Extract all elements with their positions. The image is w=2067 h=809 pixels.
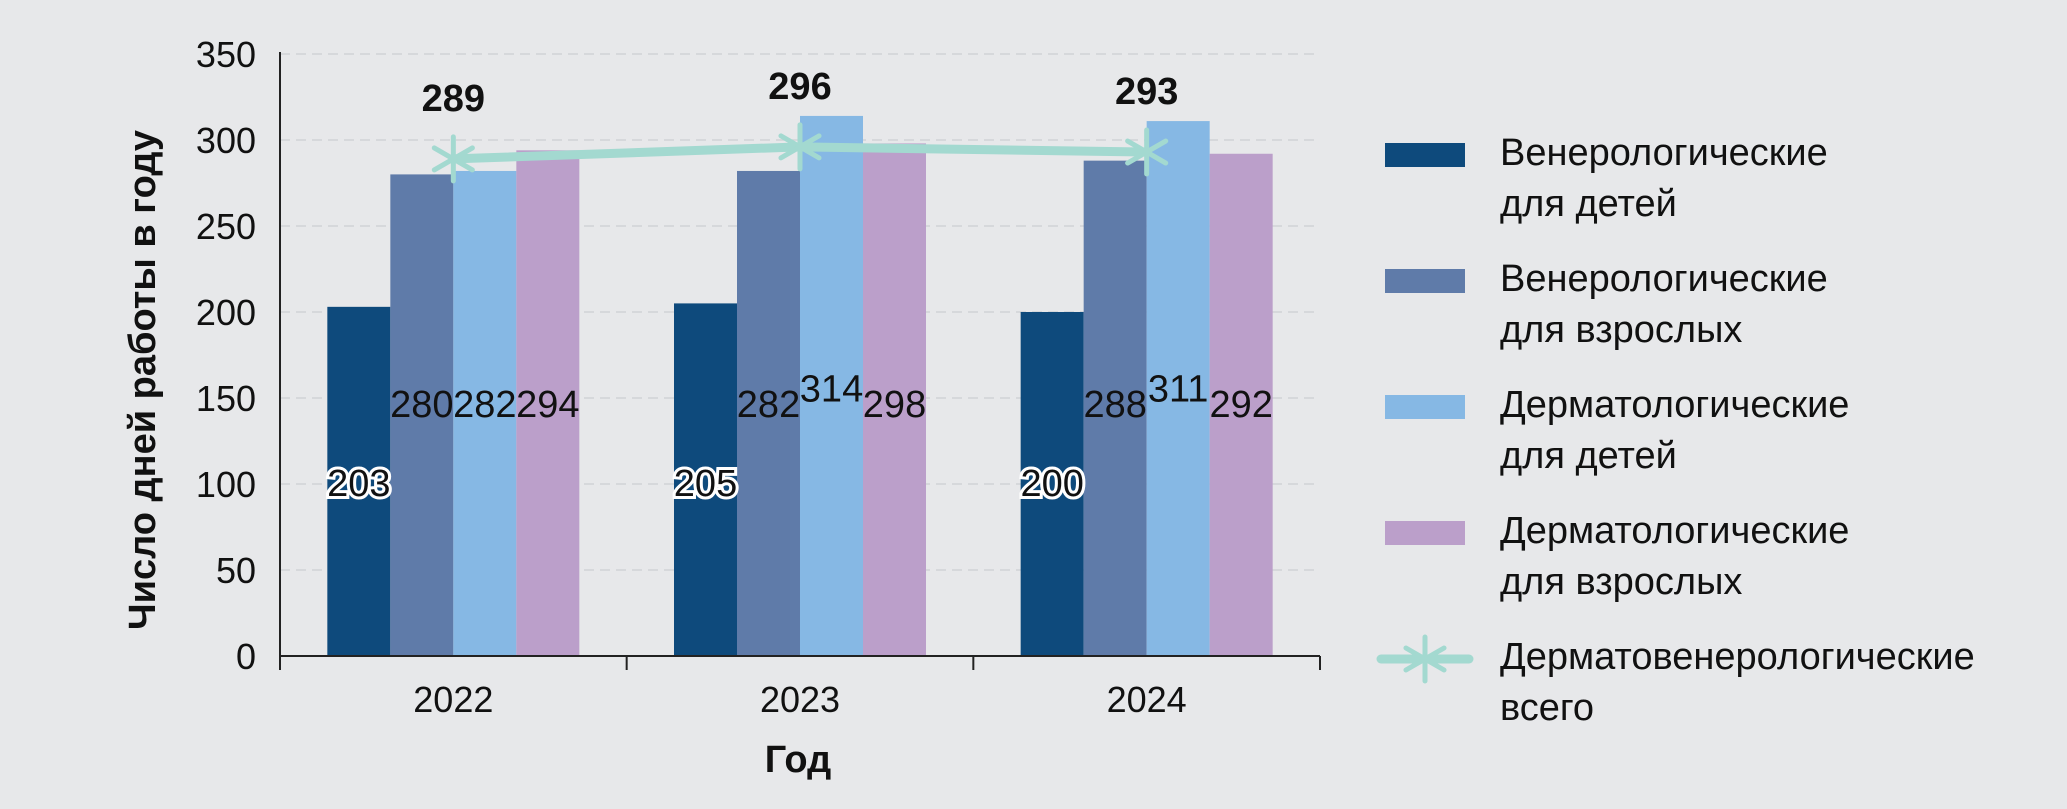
legend-swatch-1: [1385, 269, 1465, 293]
bar-value-label-1-0: 280: [390, 384, 453, 426]
bar-value-label-3-1: 298: [863, 384, 926, 426]
legend-swatch-marker: [1403, 634, 1447, 684]
total-marker-2: [1125, 127, 1169, 177]
bar-value-label-0-2: 200: [1020, 463, 1083, 505]
bar-1-2: [1083, 160, 1147, 656]
legend-label-0-1: для детей: [1500, 183, 1677, 225]
total-value-label-2: 293: [1115, 71, 1178, 113]
bar-1-0: [390, 174, 454, 656]
legend-label-0-0: Венерологические: [1500, 132, 1828, 174]
axes-layer: 0 50 100 150 200 250 300 350 2022 2023 2024: [196, 34, 1321, 720]
bars-layer: [327, 115, 1273, 657]
bar-value-label-2-1: 314: [800, 368, 863, 410]
legend-swatch-marker-stroke-2: [1403, 645, 1447, 673]
y-axis-title: Число дней работы в году: [122, 130, 164, 630]
total-marker-1: [778, 122, 822, 172]
bar-2-2: [1146, 121, 1210, 656]
bar-0-2: [1020, 312, 1084, 656]
bar-value-label-2-0: 282: [453, 384, 516, 426]
legend-label-3-1: для взрослых: [1500, 561, 1742, 603]
legend-swatch-0: [1385, 143, 1465, 167]
bar-2-0: [453, 170, 517, 656]
legend: Венерологические для детей Венерологически…: [1376, 132, 1975, 729]
bar-0-0: [327, 306, 391, 656]
bar-3-1: [863, 143, 926, 656]
legend-label-1-1: для взрослых: [1500, 309, 1742, 351]
x-tick-label-0: 2022: [413, 679, 493, 720]
y-tick-label-7: 350: [196, 34, 256, 75]
bar-1-1: [737, 170, 800, 656]
total-marker-0: [431, 134, 475, 184]
y-tick-label-5: 250: [196, 206, 256, 247]
legend-swatch-2: [1385, 395, 1465, 419]
bar-value-label-1-2: 288: [1083, 384, 1146, 426]
bar-value-label-0-1: 205: [674, 463, 737, 505]
legend-swatch-3: [1385, 521, 1465, 545]
legend-label-2-0: Дерматологические: [1500, 384, 1849, 426]
bar-value-label-3-2: 292: [1209, 384, 1272, 426]
x-axis-title: Год: [765, 739, 831, 781]
y-tick-label-3: 150: [196, 378, 256, 419]
bar-value-label-1-1: 282: [737, 384, 800, 426]
legend-label-4-1: всего: [1500, 687, 1594, 729]
y-tick-label-1: 50: [216, 550, 256, 591]
total-marker-2-stroke-2: [1125, 138, 1169, 166]
bar-2-1: [800, 115, 863, 657]
bar-3-0: [516, 150, 580, 656]
y-tick-label-2: 100: [196, 464, 256, 505]
total-value-label-1: 296: [768, 66, 831, 108]
legend-label-3-0: Дерматологические: [1500, 510, 1849, 552]
total-marker-0-stroke-2: [431, 145, 475, 173]
legend-label-1-0: Венерологические: [1500, 258, 1828, 300]
total-marker-1-stroke-2: [778, 133, 822, 161]
x-tick-label-1: 2023: [760, 679, 840, 720]
bar-value-label-0-0: 203: [327, 463, 390, 505]
bar-0-1: [674, 303, 737, 656]
x-tick-label-2: 2024: [1107, 679, 1187, 720]
bar-3-2: [1209, 153, 1273, 656]
y-tick-label-0: 0: [236, 636, 256, 677]
bar-value-label-3-0: 294: [516, 384, 579, 426]
total-line-layer: [431, 122, 1169, 184]
total-value-label-0: 289: [422, 78, 485, 120]
bar-value-label-2-2: 311: [1148, 368, 1209, 410]
y-tick-label-6: 300: [196, 120, 256, 161]
y-tick-label-4: 200: [196, 292, 256, 333]
legend-label-4-0: Дерматовенерологические: [1500, 636, 1975, 678]
legend-label-2-1: для детей: [1500, 435, 1677, 477]
